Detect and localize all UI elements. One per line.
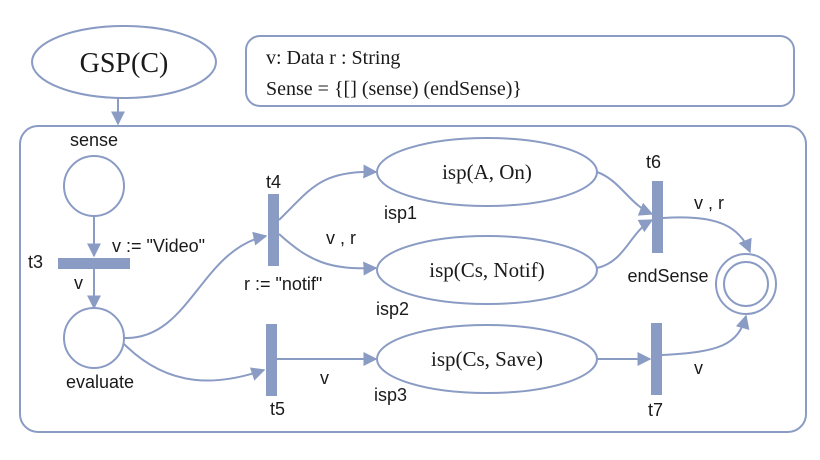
arc-evaluate-t5	[123, 343, 266, 382]
transition-t6	[652, 181, 663, 253]
t5-out-label: v	[320, 368, 329, 388]
isp1-label: isp1	[384, 203, 417, 223]
arc-t4-isp2	[278, 233, 378, 276]
transition-t3	[58, 258, 130, 269]
isp1-text: isp(A, On)	[442, 160, 532, 184]
isp2-place	[376, 235, 598, 305]
sense-place	[63, 155, 125, 217]
isp3-label: isp3	[374, 385, 407, 405]
t3-label: t3	[28, 252, 43, 272]
t4-out-label: v , r	[326, 228, 356, 248]
t7-label: t7	[648, 400, 663, 420]
sense-label: sense	[70, 130, 118, 150]
declaration-line-1: v: Data r : String	[266, 47, 400, 69]
gsp-ellipse	[31, 25, 217, 99]
t6-out-label: v , r	[694, 193, 724, 213]
arc-t4-isp1	[278, 164, 378, 221]
arc-evaluate-t4	[123, 231, 268, 340]
t4-assign-label: r := "notif"	[244, 274, 322, 294]
t7-out-label: v	[694, 358, 703, 378]
t4-label: t4	[266, 172, 281, 192]
t3-assign-label: v := "Video"	[112, 236, 205, 256]
transition-t7	[651, 323, 662, 395]
arc-t7-end	[661, 314, 750, 356]
isp2-text: isp(Cs, Notif)	[429, 258, 545, 282]
isp2-label: isp2	[376, 299, 409, 319]
t3-out-label: v	[74, 273, 83, 293]
end-place-inner	[723, 261, 769, 307]
declaration-box	[245, 35, 795, 107]
gsp-title: GSP(C)	[80, 48, 169, 79]
arc-isp2-t6	[596, 219, 654, 269]
transition-t5	[266, 324, 277, 396]
evaluate-label: evaluate	[66, 372, 134, 392]
arc-t6-end	[662, 216, 752, 254]
t6-label: t6	[646, 152, 661, 172]
evaluate-place	[63, 307, 125, 369]
isp3-text: isp(Cs, Save)	[431, 347, 543, 371]
transition-t4	[268, 194, 279, 266]
t5-label: t5	[270, 399, 285, 419]
declaration-line-2: Sense = {[] (sense) (endSense)}	[266, 78, 522, 100]
end-label: endSense	[627, 266, 708, 286]
arc-isp1-t6	[596, 171, 654, 216]
